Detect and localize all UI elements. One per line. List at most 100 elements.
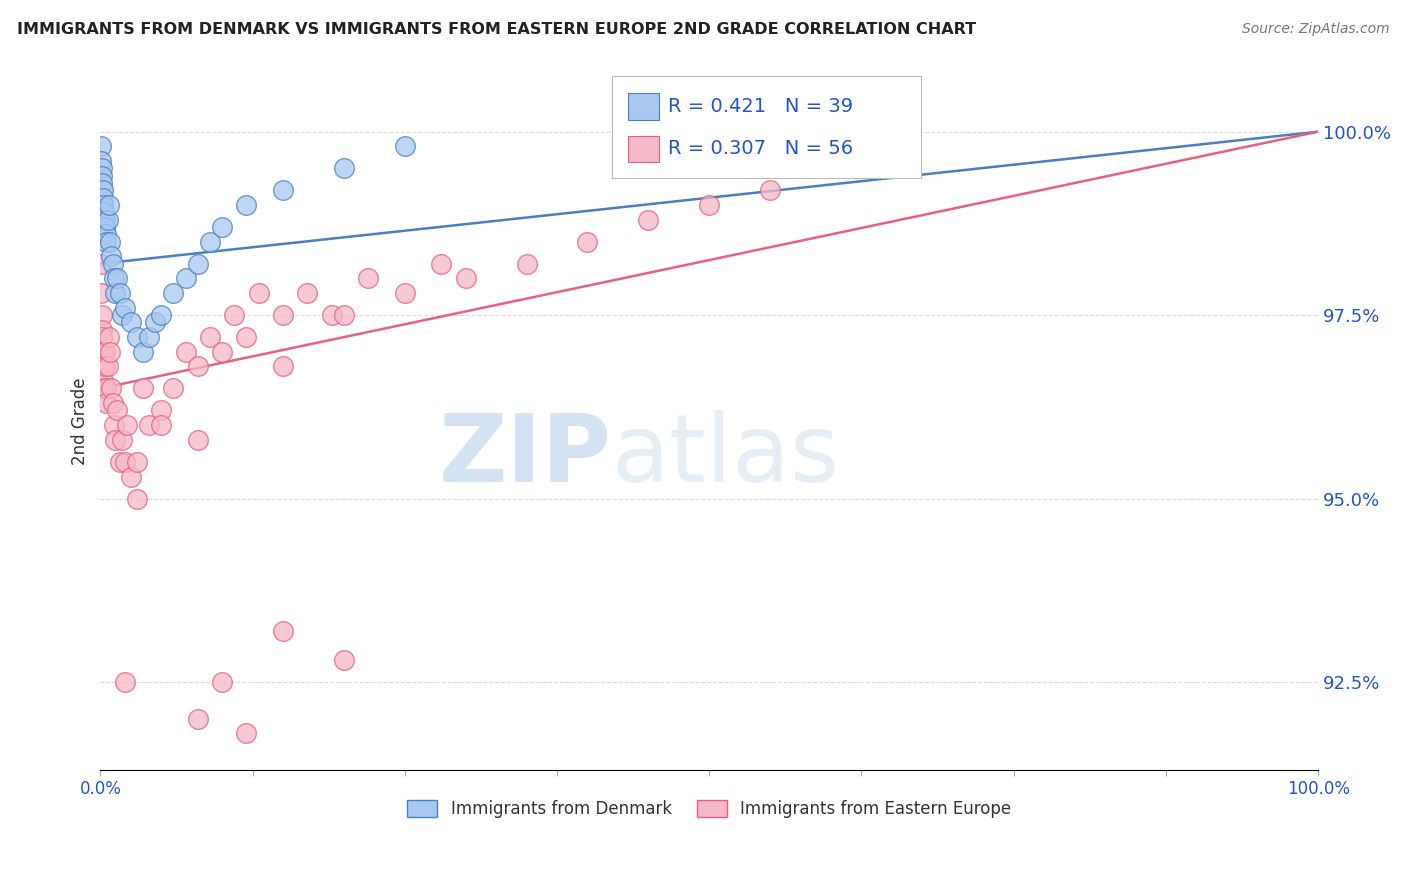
Point <box>454 271 477 285</box>
Point <box>114 455 136 469</box>
Point <box>94 359 117 374</box>
Point <box>271 624 294 638</box>
Point <box>111 308 134 322</box>
Point <box>90 323 112 337</box>
Point <box>125 330 148 344</box>
Point <box>271 359 294 374</box>
Point <box>187 712 209 726</box>
Point <box>94 227 117 242</box>
Point <box>138 330 160 344</box>
Point <box>97 198 120 212</box>
Point <box>101 396 124 410</box>
Point <box>235 330 257 344</box>
Point <box>96 396 118 410</box>
Point <box>91 191 114 205</box>
Point <box>114 675 136 690</box>
Point <box>93 205 115 219</box>
Point <box>90 154 112 169</box>
Point <box>101 257 124 271</box>
Point <box>98 235 121 249</box>
Point <box>94 220 117 235</box>
Point <box>98 344 121 359</box>
Point <box>100 382 122 396</box>
Text: Source: ZipAtlas.com: Source: ZipAtlas.com <box>1241 22 1389 37</box>
Point <box>108 455 131 469</box>
Point <box>394 139 416 153</box>
Point <box>93 212 115 227</box>
Point <box>93 382 115 396</box>
Point <box>637 212 659 227</box>
Point <box>150 308 173 322</box>
Point <box>97 330 120 344</box>
Point <box>103 418 125 433</box>
Point <box>576 235 599 249</box>
Point <box>150 403 173 417</box>
Point <box>120 469 142 483</box>
Point <box>211 220 233 235</box>
Point <box>125 491 148 506</box>
Point <box>333 161 356 176</box>
Point <box>697 198 720 212</box>
Point <box>430 257 453 271</box>
Point <box>115 418 138 433</box>
Point <box>90 286 112 301</box>
Point <box>90 139 112 153</box>
Point <box>132 344 155 359</box>
Point <box>174 271 197 285</box>
Point <box>187 359 209 374</box>
Point <box>174 344 197 359</box>
Point <box>759 183 782 197</box>
Point <box>91 176 114 190</box>
Point <box>97 212 120 227</box>
Point <box>91 359 114 374</box>
Text: R = 0.421   N = 39: R = 0.421 N = 39 <box>668 96 853 116</box>
Point <box>187 433 209 447</box>
Point <box>211 675 233 690</box>
Point <box>94 382 117 396</box>
Point <box>198 235 221 249</box>
Point <box>162 382 184 396</box>
Point <box>516 257 538 271</box>
Point <box>247 286 270 301</box>
Point <box>93 198 115 212</box>
Point <box>105 403 128 417</box>
Point <box>114 301 136 315</box>
Point <box>90 161 112 176</box>
Text: atlas: atlas <box>612 410 839 502</box>
Point <box>297 286 319 301</box>
Point <box>100 249 122 263</box>
Point <box>90 257 112 271</box>
Point <box>104 433 127 447</box>
Point <box>271 183 294 197</box>
Point <box>357 271 380 285</box>
Point <box>224 308 246 322</box>
Point <box>138 418 160 433</box>
Text: R = 0.307   N = 56: R = 0.307 N = 56 <box>668 139 853 159</box>
Y-axis label: 2nd Grade: 2nd Grade <box>72 377 89 466</box>
Point <box>394 286 416 301</box>
Point <box>91 183 114 197</box>
Point <box>103 271 125 285</box>
Point <box>90 169 112 183</box>
Point <box>90 308 112 322</box>
Point <box>96 235 118 249</box>
Point <box>235 198 257 212</box>
Point <box>321 308 343 322</box>
Point <box>143 315 166 329</box>
Point <box>125 455 148 469</box>
Point <box>132 382 155 396</box>
Point <box>97 359 120 374</box>
Point <box>198 330 221 344</box>
Point <box>93 344 115 359</box>
Point <box>333 653 356 667</box>
Point <box>104 286 127 301</box>
Point <box>111 433 134 447</box>
Point <box>91 344 114 359</box>
Text: IMMIGRANTS FROM DENMARK VS IMMIGRANTS FROM EASTERN EUROPE 2ND GRADE CORRELATION : IMMIGRANTS FROM DENMARK VS IMMIGRANTS FR… <box>17 22 976 37</box>
Point <box>120 315 142 329</box>
Point <box>150 418 173 433</box>
Text: ZIP: ZIP <box>439 410 612 502</box>
Point <box>108 286 131 301</box>
Legend: Immigrants from Denmark, Immigrants from Eastern Europe: Immigrants from Denmark, Immigrants from… <box>401 793 1018 824</box>
Point <box>93 374 115 388</box>
